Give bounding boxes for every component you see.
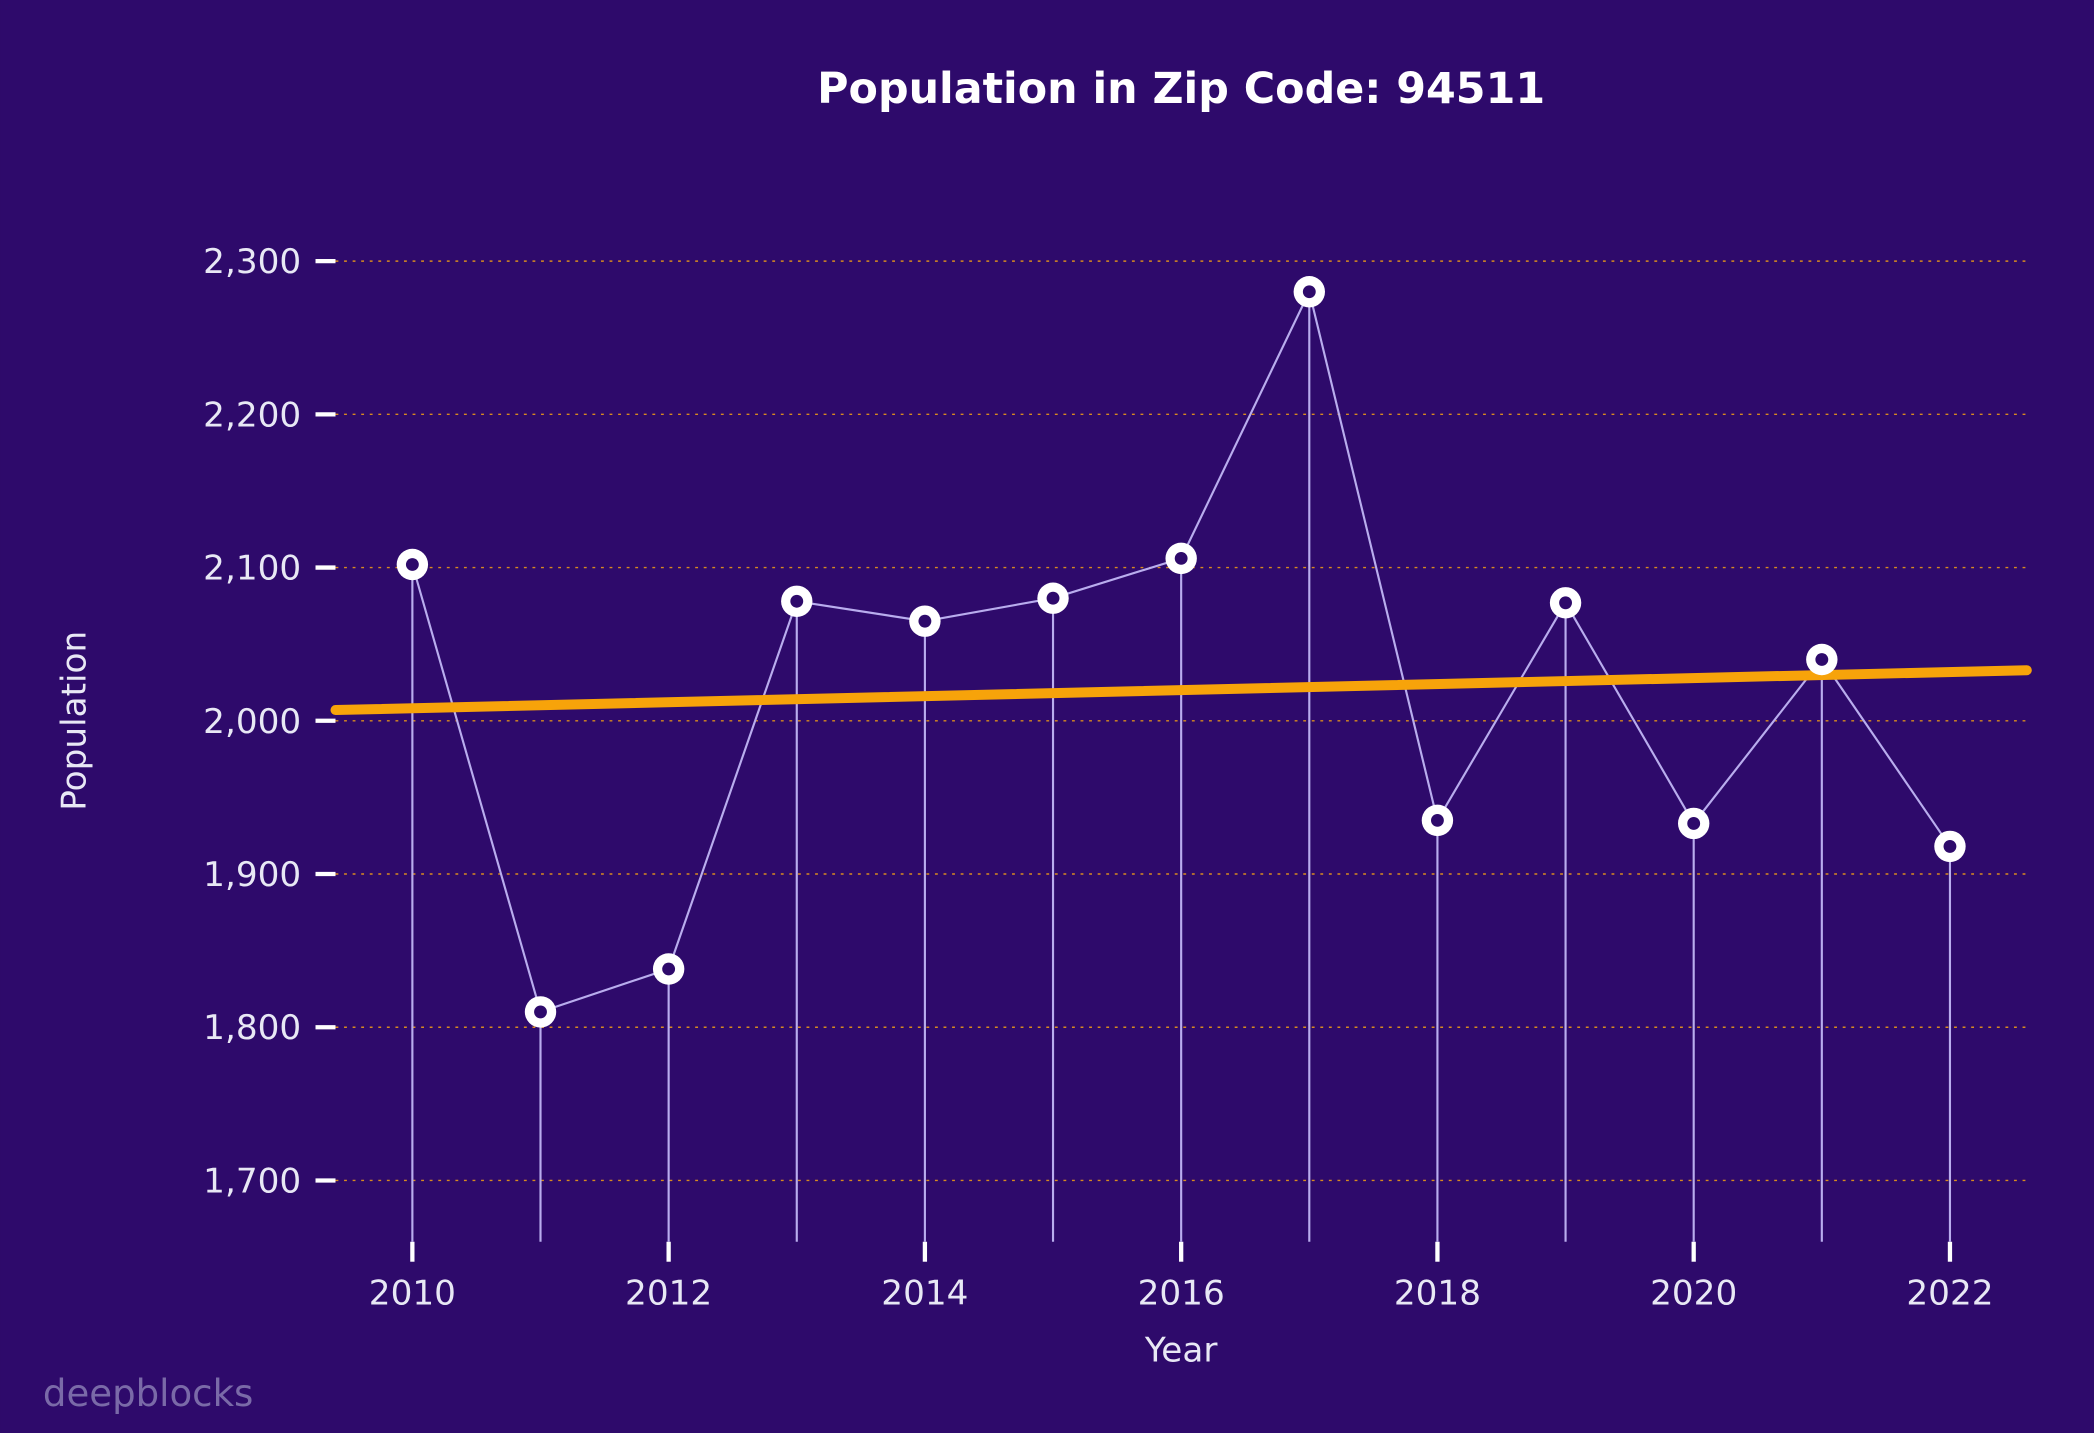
- chart-container: Population in Zip Code: 94511 1,700 1,800 1…: [0, 0, 2094, 1433]
- data-marker-inner: [406, 558, 419, 571]
- data-marker-inner: [1047, 592, 1060, 605]
- ytick-label: 2,200: [203, 395, 301, 435]
- data-marker-inner: [1303, 285, 1316, 298]
- xtick-label: 2012: [625, 1274, 712, 1314]
- xtick-label: 2022: [1906, 1274, 1993, 1314]
- chart-title: Population in Zip Code: 94511: [817, 64, 1545, 114]
- ytick-label: 2,300: [203, 242, 301, 282]
- ytick-label: 1,900: [203, 855, 301, 895]
- ytick-label: 1,700: [203, 1161, 301, 1201]
- xtick-label: 2014: [881, 1274, 968, 1314]
- xtick-label: 2016: [1138, 1274, 1225, 1314]
- data-marker-inner: [1687, 817, 1700, 830]
- chart-background: [0, 0, 2094, 1433]
- y-axis-label: Population: [55, 631, 95, 811]
- population-chart: Population in Zip Code: 94511 1,700 1,800 1…: [0, 0, 2094, 1433]
- watermark-text: deepblocks: [43, 1372, 253, 1415]
- xtick-label: 2018: [1394, 1274, 1481, 1314]
- ytick-label: 2,100: [203, 549, 301, 589]
- data-marker-inner: [1559, 596, 1572, 609]
- ytick-label: 1,800: [203, 1008, 301, 1048]
- data-marker-inner: [1431, 814, 1444, 827]
- data-marker-inner: [1815, 653, 1828, 666]
- data-marker-inner: [1175, 552, 1188, 565]
- data-marker-inner: [1944, 840, 1957, 853]
- x-axis-label: Year: [1144, 1331, 1218, 1371]
- data-marker-inner: [534, 1005, 547, 1018]
- xtick-label: 2010: [369, 1274, 456, 1314]
- data-marker-inner: [662, 963, 675, 976]
- xtick-label: 2020: [1650, 1274, 1737, 1314]
- data-marker-inner: [918, 615, 931, 628]
- data-marker-inner: [790, 595, 803, 608]
- ytick-label: 2,000: [203, 702, 301, 742]
